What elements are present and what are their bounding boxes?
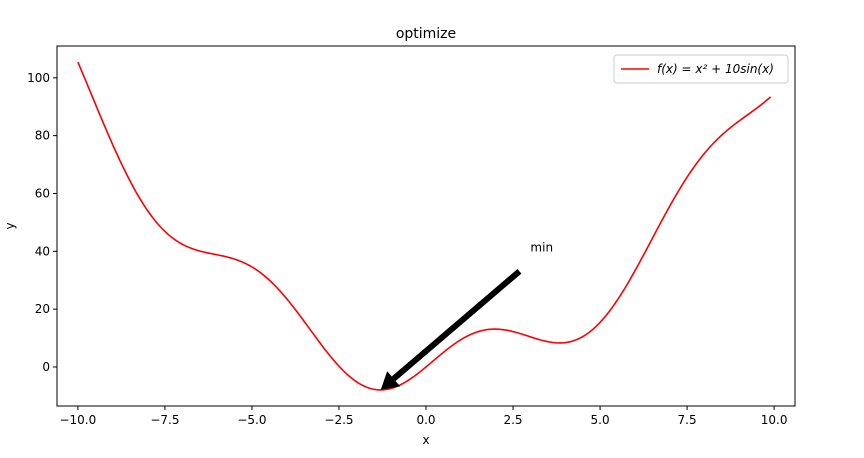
x-tick-label: −10.0 — [59, 413, 96, 427]
x-tick-label: 10.0 — [761, 413, 788, 427]
legend-entry-label: f(x) = x² + 10sin(x) — [657, 62, 774, 76]
y-tick-label: 40 — [35, 244, 50, 258]
y-tick-label: 60 — [35, 186, 50, 200]
series-line — [77, 61, 772, 391]
x-tick-label: 2.5 — [503, 413, 522, 427]
legend-box — [613, 54, 789, 84]
x-tick-label: 5.0 — [591, 413, 610, 427]
x-tick-label: −2.5 — [324, 413, 353, 427]
y-axis: 0 20 40 60 80 100 — [27, 71, 57, 374]
plot-area — [77, 61, 772, 391]
y-tick-label: 100 — [27, 71, 50, 85]
annotation-arrow-shaft — [391, 269, 522, 382]
x-axis-label: x — [422, 433, 429, 447]
x-tick-label: 7.5 — [678, 413, 697, 427]
x-tick-label: 0.0 — [416, 413, 435, 427]
annotation: min — [380, 240, 553, 390]
annotation-label: min — [530, 240, 553, 254]
chart-title: optimize — [396, 26, 456, 42]
x-axis: −10.0 −7.5 −5.0 −2.5 0.0 2.5 5.0 7.5 10.0 — [59, 406, 787, 427]
y-tick-label: 0 — [42, 360, 50, 374]
y-axis-label: y — [3, 222, 17, 229]
y-tick-label: 80 — [35, 129, 50, 143]
legend: f(x) = x² + 10sin(x) — [613, 54, 789, 84]
x-tick-label: −5.0 — [237, 413, 266, 427]
annotation-arrow-head — [380, 371, 401, 390]
y-tick-label: 20 — [35, 302, 50, 316]
x-tick-label: −7.5 — [150, 413, 179, 427]
